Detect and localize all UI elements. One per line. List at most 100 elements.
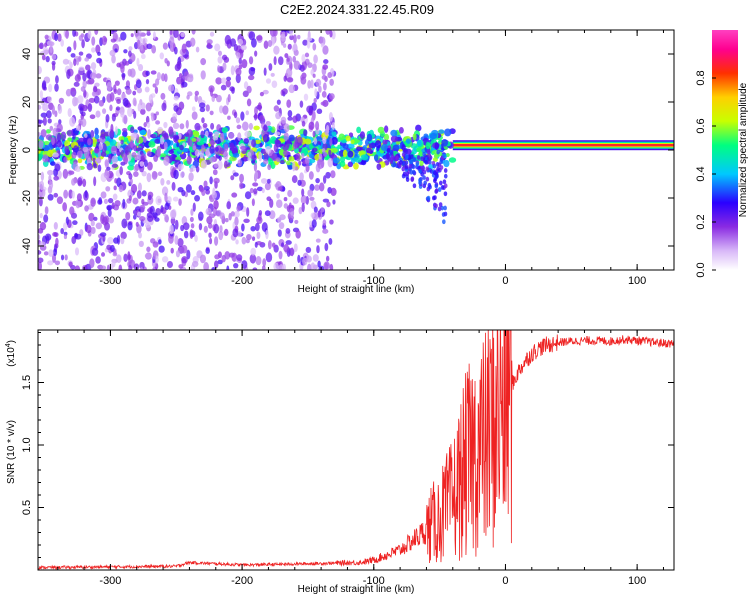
spectrogram-cell bbox=[111, 155, 118, 165]
spectrogram-cell bbox=[44, 42, 48, 48]
spectrogram-cell bbox=[97, 164, 102, 172]
spectrogram-cell bbox=[320, 101, 326, 106]
spectrogram-cell bbox=[420, 156, 424, 162]
spectrogram-cell bbox=[211, 95, 216, 102]
spectrogram-cell bbox=[85, 64, 91, 71]
spectrogram-cell bbox=[443, 159, 450, 168]
spectrogram-cell bbox=[160, 92, 166, 100]
spectrogram-cell bbox=[317, 159, 324, 169]
spectrogram-cell bbox=[118, 184, 124, 193]
spectrogram-cell bbox=[276, 99, 281, 105]
spectrogram-cell bbox=[214, 43, 221, 52]
spectrogram-cell bbox=[157, 126, 164, 135]
spectrogram-cell bbox=[45, 55, 50, 63]
spectrogram-cell bbox=[170, 247, 174, 254]
spectrogram-cell bbox=[110, 145, 117, 155]
spectrogram-cell bbox=[267, 164, 272, 171]
spectrogram-cell bbox=[220, 132, 225, 143]
spectrogram-cell bbox=[89, 114, 96, 120]
spectrogram-cell bbox=[51, 105, 55, 115]
spectrogram-cell bbox=[270, 72, 275, 77]
spectrogram-cell bbox=[149, 205, 155, 215]
spectrogram-cell bbox=[177, 163, 184, 171]
spectrogram-cell bbox=[277, 229, 282, 237]
spectrogram-cell bbox=[48, 249, 54, 257]
spectrogram-cell bbox=[328, 111, 333, 122]
spectrogram-cell bbox=[256, 35, 263, 41]
spectrogram-cell bbox=[322, 198, 330, 203]
spectrogram-cell bbox=[339, 156, 346, 163]
spectrogram-cell bbox=[141, 190, 147, 197]
spectrogram-cell bbox=[231, 87, 235, 94]
spectrogram-cell bbox=[166, 260, 173, 268]
spectrogram-cell bbox=[123, 114, 128, 125]
spectrogram-cell bbox=[313, 206, 318, 213]
spectrogram-cell bbox=[441, 138, 449, 147]
spectrogram-cell bbox=[215, 77, 222, 85]
spectrogram-cell bbox=[40, 129, 47, 138]
spectrogram-cell bbox=[175, 219, 179, 230]
spectrogram-cell bbox=[86, 80, 92, 85]
spectrogram-cell bbox=[325, 255, 330, 262]
spectrogram-cell bbox=[163, 141, 168, 151]
spectrogram-cell bbox=[120, 139, 124, 145]
spectrogram-cell bbox=[191, 30, 196, 35]
spectrogram-cell bbox=[214, 254, 220, 260]
spectrogram-cell bbox=[39, 90, 43, 99]
spectrogram-cell bbox=[329, 137, 333, 147]
spectrogram-cell bbox=[120, 231, 127, 240]
spectrogram-cell bbox=[205, 207, 212, 216]
spectrogram-cell bbox=[102, 234, 106, 242]
spectrogram-cell bbox=[68, 261, 73, 268]
spectrogram-cell bbox=[360, 154, 369, 161]
spectrogram-cell bbox=[38, 261, 42, 270]
spectrogram-cell bbox=[109, 244, 115, 253]
spectrogram-cell bbox=[74, 233, 78, 238]
spectrogram-cell bbox=[67, 108, 72, 118]
spectrogram-cell bbox=[173, 30, 179, 39]
spectrogram-cell bbox=[152, 83, 157, 88]
spectrogram-cell bbox=[168, 149, 175, 155]
spectrogram-cell bbox=[113, 237, 119, 244]
spectrogram-cell bbox=[135, 79, 142, 89]
spectrogram-cell bbox=[66, 69, 71, 80]
y-tick-label: 0.5 bbox=[21, 500, 33, 515]
spectrogram-cell bbox=[196, 141, 205, 146]
spectrogram-cell bbox=[288, 134, 295, 142]
spectrogram-cell bbox=[325, 171, 331, 179]
spectrogram-cell bbox=[226, 265, 230, 270]
spectrogram-cell bbox=[409, 159, 413, 165]
spectrogram-cell bbox=[72, 220, 78, 226]
spectrogram-cell bbox=[95, 44, 101, 54]
spectrogram-cell bbox=[150, 70, 157, 75]
spectrogram-cell bbox=[249, 253, 257, 264]
snr-plot-area bbox=[38, 330, 674, 570]
spectrogram-cell bbox=[68, 170, 75, 175]
spectrogram-cell bbox=[91, 47, 96, 53]
spectrogram-cell bbox=[416, 155, 421, 160]
spectrogram-cell bbox=[57, 33, 62, 42]
spectrogram-cell bbox=[249, 187, 254, 194]
spectrogram-cell bbox=[301, 54, 306, 63]
spectrogram-cell bbox=[217, 65, 221, 73]
spectrogram-cell bbox=[286, 99, 292, 108]
spectrogram-cell bbox=[124, 145, 131, 156]
spectrogram-cell bbox=[124, 60, 130, 66]
spectrogram-cell bbox=[213, 223, 220, 234]
spectrogram-cell bbox=[138, 240, 144, 248]
spectrogram-cell bbox=[251, 139, 257, 148]
spectrogram-cell bbox=[169, 224, 174, 235]
spectrogram-cell bbox=[195, 145, 203, 150]
spectrogram-cell bbox=[426, 149, 431, 155]
spectrogram-cell bbox=[284, 53, 289, 59]
spectrogram-cell bbox=[109, 104, 113, 112]
spectrogram-cell bbox=[255, 256, 262, 266]
spectrogram-cell bbox=[313, 97, 317, 104]
colorbar-tick-label: 0.2 bbox=[695, 214, 707, 229]
spectrogram-cell bbox=[256, 231, 261, 240]
spectrogram-cell bbox=[116, 62, 122, 68]
spectrogram-cell bbox=[136, 87, 143, 94]
spectrogram-cell bbox=[133, 263, 140, 270]
spectrogram-cell bbox=[359, 131, 366, 140]
spectrogram-cell bbox=[295, 230, 301, 239]
